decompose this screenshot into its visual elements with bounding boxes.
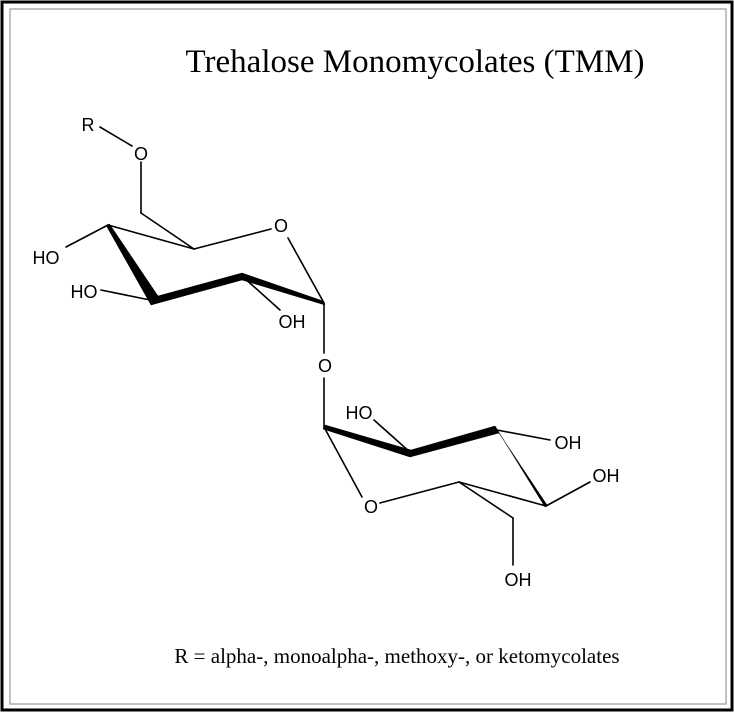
glycosidic-oxygen-label: O <box>318 356 332 376</box>
bond-c1-ringo <box>323 426 363 498</box>
bond-ringo-c1 <box>287 237 325 304</box>
bond-r-o <box>99 126 133 147</box>
figure-title: Trehalose Monomycolates (TMM) <box>186 44 645 80</box>
bond-c4-oh <box>545 481 591 507</box>
bottom-ring-ho-c2-label: HO <box>346 403 373 423</box>
r-group-label: R <box>82 115 95 135</box>
wedge-c3-c4 <box>494 425 548 508</box>
top-ring-oh-c2-label: OH <box>279 312 306 332</box>
r-group-caption: R = alpha-, monoalpha-, methoxy-, or ket… <box>174 644 619 668</box>
bottom-ring-wedges <box>322 424 548 508</box>
top-ring-wedges <box>106 223 326 306</box>
bottom-ring-bonds <box>323 377 591 566</box>
atom-labels: R O O HO HO OH O HO OH OH O OH <box>33 115 620 590</box>
top-ring-ho-c4-label: HO <box>33 248 60 268</box>
bottom-ring-oh-c6-label: OH <box>505 570 532 590</box>
bond-c6-c5 <box>140 212 195 250</box>
bond-c5-c4 <box>458 481 547 507</box>
top-ring-oxygen-label: O <box>274 216 288 236</box>
bond-c3-ho <box>100 289 156 302</box>
bond-c4-c5 <box>107 224 195 250</box>
inner-frame <box>9 8 727 705</box>
bond-c5-ringo <box>193 228 272 250</box>
bond-c2-ho <box>373 419 412 454</box>
top-ring-bonds <box>65 126 325 354</box>
top-ring-ho-c3-label: HO <box>71 282 98 302</box>
bottom-ring-oh-c4-label: OH <box>593 466 620 486</box>
bond-c5-c6 <box>458 481 514 519</box>
bottom-ring-oxygen-label: O <box>364 497 378 517</box>
bond-c3-oh <box>496 429 551 441</box>
bond-c4-ho <box>65 224 109 248</box>
wedge-c2-c1 <box>241 272 326 306</box>
bond-ringo-c5 <box>379 481 460 504</box>
ester-oxygen-label: O <box>134 144 148 164</box>
bottom-ring-oh-c3-label: OH <box>555 433 582 453</box>
